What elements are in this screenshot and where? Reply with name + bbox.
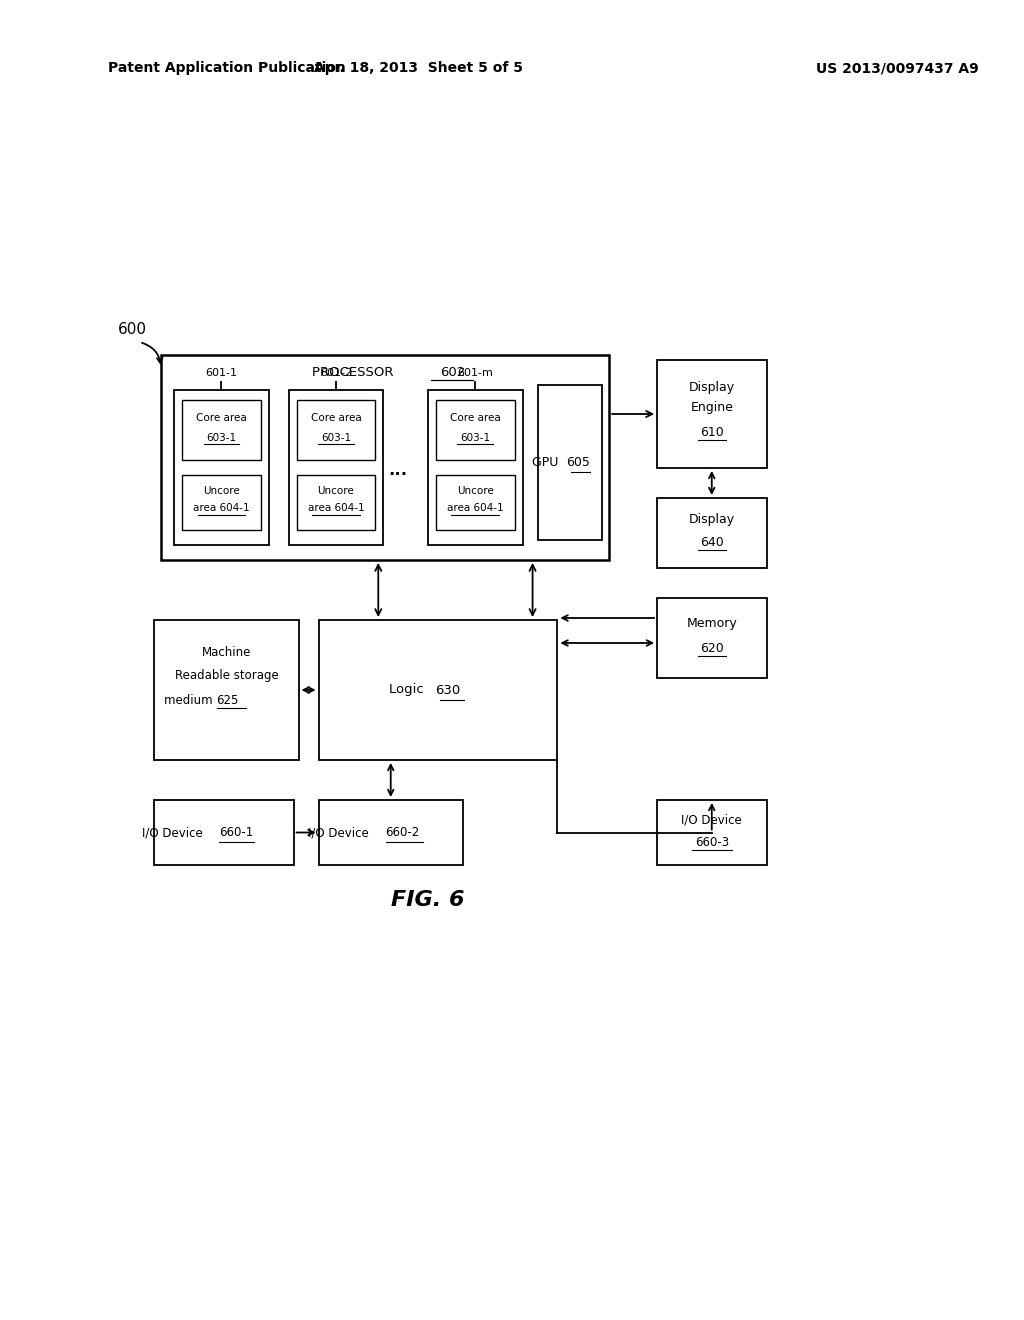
- Bar: [657, 800, 767, 865]
- Bar: [657, 360, 767, 469]
- Text: Display: Display: [689, 381, 735, 395]
- Text: area 604-1: area 604-1: [194, 503, 250, 513]
- Text: 625: 625: [216, 693, 239, 706]
- Text: Core area: Core area: [450, 413, 501, 422]
- Text: FIG. 6: FIG. 6: [391, 890, 465, 909]
- Bar: [436, 400, 515, 459]
- Text: I/O Device: I/O Device: [681, 813, 742, 826]
- Bar: [297, 400, 375, 459]
- Bar: [182, 475, 261, 531]
- Text: Engine: Engine: [690, 401, 733, 414]
- Bar: [538, 385, 602, 540]
- Text: PROCESSOR: PROCESSOR: [312, 366, 398, 379]
- Bar: [318, 620, 557, 760]
- Bar: [155, 800, 294, 865]
- Text: Patent Application Publication: Patent Application Publication: [108, 61, 345, 75]
- Text: Readable storage: Readable storage: [174, 668, 279, 681]
- Text: 660-1: 660-1: [219, 826, 253, 840]
- Bar: [657, 598, 767, 678]
- Text: Apr. 18, 2013  Sheet 5 of 5: Apr. 18, 2013 Sheet 5 of 5: [313, 61, 522, 75]
- Text: 605: 605: [566, 455, 590, 469]
- Text: 660-2: 660-2: [386, 826, 420, 840]
- Text: 603-1: 603-1: [207, 433, 237, 444]
- Bar: [428, 389, 522, 545]
- Text: 600: 600: [118, 322, 146, 338]
- Text: medium: medium: [164, 693, 216, 706]
- Text: 601-2: 601-2: [319, 368, 352, 378]
- Bar: [155, 620, 299, 760]
- Text: Core area: Core area: [310, 413, 361, 422]
- Bar: [289, 389, 383, 545]
- Text: Uncore: Uncore: [203, 486, 240, 496]
- Text: 602: 602: [440, 366, 466, 379]
- Text: 640: 640: [699, 536, 724, 549]
- Text: US 2013/0097437 A9: US 2013/0097437 A9: [816, 61, 979, 75]
- Text: Memory: Memory: [686, 616, 737, 630]
- Text: 601-m: 601-m: [458, 368, 494, 378]
- Bar: [174, 389, 268, 545]
- Text: GPU: GPU: [531, 455, 562, 469]
- Text: I/O Device: I/O Device: [308, 826, 373, 840]
- Text: Logic: Logic: [389, 684, 428, 697]
- Text: 620: 620: [699, 642, 724, 655]
- Text: Uncore: Uncore: [457, 486, 494, 496]
- Text: Display: Display: [689, 513, 735, 527]
- Text: Core area: Core area: [197, 413, 247, 422]
- Text: Uncore: Uncore: [317, 486, 354, 496]
- Text: 601-1: 601-1: [206, 368, 238, 378]
- Text: 610: 610: [699, 425, 724, 438]
- Text: 603-1: 603-1: [460, 433, 490, 444]
- Bar: [297, 475, 375, 531]
- Text: Machine: Machine: [202, 645, 251, 659]
- Text: 630: 630: [435, 684, 461, 697]
- Bar: [161, 355, 609, 560]
- Text: area 604-1: area 604-1: [447, 503, 504, 513]
- Text: ...: ...: [389, 461, 408, 479]
- Text: I/O Device: I/O Device: [141, 826, 206, 840]
- Bar: [436, 475, 515, 531]
- Text: area 604-1: area 604-1: [307, 503, 365, 513]
- Text: 603-1: 603-1: [321, 433, 351, 444]
- Bar: [657, 498, 767, 568]
- Bar: [318, 800, 463, 865]
- Text: 660-3: 660-3: [694, 836, 729, 849]
- Bar: [182, 400, 261, 459]
